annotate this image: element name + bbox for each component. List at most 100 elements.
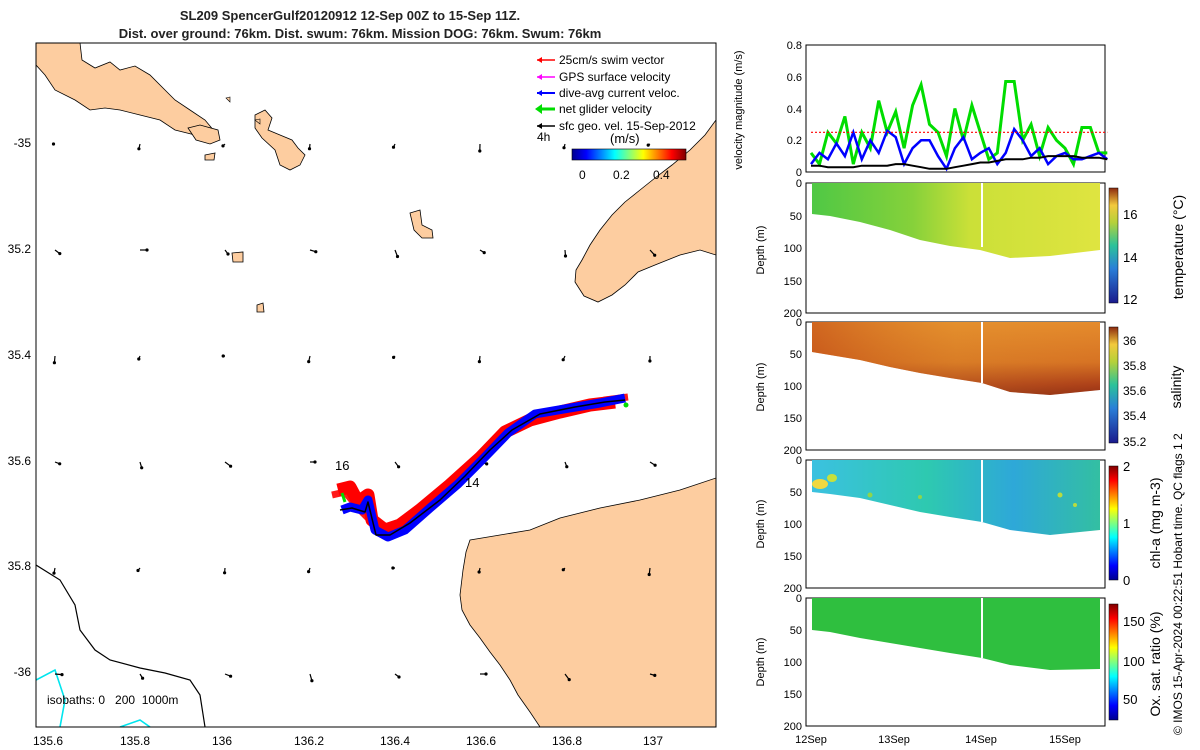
chlorophyll-ylabel: Depth (m)	[755, 500, 767, 549]
colorbar-unit: (m/s)	[610, 131, 640, 146]
surface-velocity-arrowhead	[565, 465, 569, 469]
surface-velocity-arrowhead	[397, 675, 401, 679]
vel-ytick: 0.2	[787, 135, 802, 147]
surface-velocity-arrowhead	[561, 358, 565, 362]
oxygen-ylabel: Depth (m)	[755, 638, 767, 687]
surface-velocity-arrowhead	[647, 572, 651, 577]
svg-text:50: 50	[790, 487, 802, 499]
svg-text:100: 100	[784, 657, 802, 669]
velocity-panel: 0.8 0.6 0.4 0.2 0 velocity magnitude (m/…	[733, 40, 1109, 179]
svg-text:200: 200	[784, 583, 802, 595]
svg-text:150: 150	[1123, 614, 1145, 629]
surface-velocity-arrowhead	[58, 462, 62, 466]
timeseries-panels: 0.8 0.6 0.4 0.2 0 velocity magnitude (m/…	[733, 40, 1186, 746]
svg-text:15Sep: 15Sep	[1049, 734, 1081, 746]
svg-text:50: 50	[790, 211, 802, 223]
svg-text:150: 150	[784, 689, 802, 701]
surface-velocity-arrowhead	[391, 145, 396, 149]
oxygen-panel: 0 50 100 150 200 150 100 50 Depth (m) Ox…	[755, 593, 1163, 733]
surface-velocity-arrowhead	[58, 252, 62, 256]
isobath-200	[36, 564, 206, 727]
surface-velocity-arrowhead	[485, 462, 489, 466]
svg-text:net glider velocity: net glider velocity	[559, 102, 652, 116]
figure-title-line-2: Dist. over ground: 76km. Dist. swum: 76k…	[118, 26, 602, 41]
map-legend: 25cm/s swim vector GPS surface velocity …	[535, 53, 696, 182]
svg-text:0: 0	[796, 455, 802, 467]
land-ne	[574, 43, 716, 303]
salinity-ylabel: Depth (m)	[755, 363, 767, 412]
map-lat-ticks: -35 35.2 35.4 35.6 35.8 -36	[8, 136, 32, 679]
svg-text:0: 0	[1123, 573, 1130, 588]
surface-velocity-arrows	[51, 142, 657, 683]
isobath-legend: isobaths: 0 200 1000m	[47, 693, 178, 707]
svg-text:13Sep: 13Sep	[878, 734, 910, 746]
svg-text:50: 50	[790, 625, 802, 637]
surface-velocity-arrowhead	[653, 463, 657, 467]
surface-velocity-arrowhead	[145, 248, 149, 252]
svg-text:12: 12	[1123, 292, 1137, 307]
svg-text:100: 100	[784, 243, 802, 255]
svg-text:12Sep: 12Sep	[795, 734, 827, 746]
legend-item-swim-vector: 25cm/s swim vector	[537, 53, 664, 67]
surface-velocity-arrowhead	[563, 254, 568, 258]
svg-text:136.4: 136.4	[380, 734, 410, 748]
svg-text:136.8: 136.8	[552, 734, 582, 748]
vel-ytick: 0.8	[787, 40, 802, 52]
svg-text:136.2: 136.2	[294, 734, 324, 748]
svg-text:200: 200	[784, 721, 802, 733]
velocity-series-line-0	[809, 79, 1108, 169]
chlorophyll-field	[812, 460, 1100, 535]
surface-velocity-arrowhead	[141, 676, 145, 680]
surface-velocity-arrowhead	[478, 149, 482, 153]
velocity-ylabel: velocity magnitude (m/s)	[733, 50, 745, 169]
oxygen-cbar-label: Ox. sat. ratio (%)	[1147, 611, 1163, 716]
map-panel: 16 14 25cm/s swim vector GPS surface vel…	[8, 42, 717, 748]
colorbar-tick-1: 0.2	[613, 168, 630, 182]
map-lon-ticks: 135.6 135.8 136 136.2 136.4 136.6 136.8 …	[33, 734, 663, 748]
svg-text:16: 16	[1123, 207, 1137, 222]
svg-text:sfc geo. vel. 15-Sep-2012: sfc geo. vel. 15-Sep-2012	[559, 119, 696, 133]
svg-text:1: 1	[1123, 516, 1130, 531]
surface-velocity-arrowhead	[223, 571, 227, 575]
svg-text:35.6: 35.6	[8, 454, 32, 468]
svg-text:136: 136	[212, 734, 232, 748]
svg-text:0: 0	[796, 317, 802, 329]
surface-velocity-arrowhead	[137, 357, 141, 361]
colorbar-tick-2: 0.4	[653, 168, 670, 182]
salinity-panel: 0 50 100 150 200 36 35.8 35.6 35.4 35.2 …	[755, 317, 1184, 457]
svg-text:35.2: 35.2	[8, 242, 32, 256]
surface-velocity-arrowhead	[314, 250, 318, 254]
glider-track	[331, 393, 629, 542]
track-label-16: 16	[335, 458, 349, 473]
isobath-1000	[36, 668, 151, 727]
svg-text:150: 150	[784, 551, 802, 563]
vel-ytick: 0.4	[787, 104, 802, 116]
surface-velocity-arrowhead	[140, 466, 144, 470]
surface-velocity-arrowhead	[52, 571, 56, 575]
surface-velocity-arrowhead	[221, 144, 225, 148]
svg-text:2: 2	[1123, 459, 1130, 474]
legend-item-sfc-geo-velocity: sfc geo. vel. 15-Sep-2012	[537, 119, 696, 133]
surface-velocity-arrowhead	[646, 143, 650, 147]
surface-velocity-arrowhead	[60, 673, 64, 677]
legend-item-net-glider-velocity: net glider velocity	[535, 102, 652, 116]
surface-velocity-arrowhead	[307, 570, 311, 574]
legend-item-gps-velocity: GPS surface velocity	[537, 70, 670, 84]
surface-velocity-arrowhead	[562, 146, 566, 150]
surface-velocity-arrowhead	[653, 253, 657, 257]
surface-velocity-arrowhead	[477, 360, 481, 364]
temperature-cbar-label: temperature (°C)	[1170, 195, 1186, 299]
surface-velocity-arrowhead	[648, 359, 652, 363]
svg-text:35.6: 35.6	[1123, 384, 1147, 398]
svg-text:35.8: 35.8	[1123, 359, 1147, 373]
svg-text:35.2: 35.2	[1123, 435, 1147, 449]
surface-velocity-arrowhead	[136, 568, 140, 573]
svg-text:0: 0	[796, 593, 802, 605]
surface-velocity-arrowhead	[229, 464, 233, 468]
legend-time-label: 4h	[537, 130, 550, 144]
svg-text:100: 100	[784, 519, 802, 531]
svg-text:GPS surface velocity: GPS surface velocity	[559, 70, 670, 84]
svg-text:136.6: 136.6	[466, 734, 496, 748]
svg-text:137: 137	[643, 734, 663, 748]
svg-text:100: 100	[1123, 654, 1145, 669]
